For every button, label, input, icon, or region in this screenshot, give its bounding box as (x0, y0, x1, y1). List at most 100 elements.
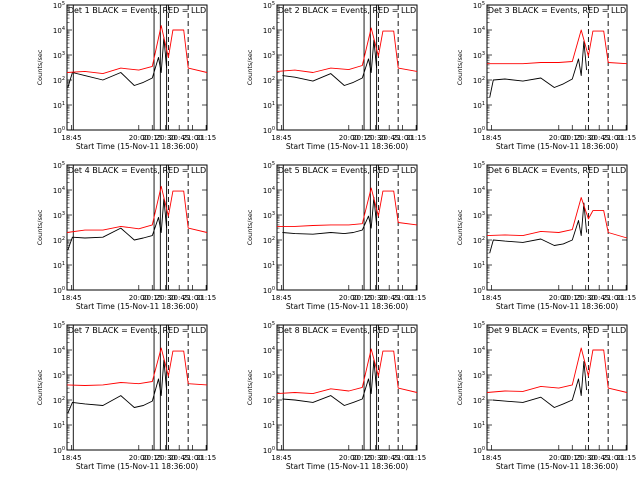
series-lld-line (487, 29, 628, 65)
y-tick-label: 100 (473, 126, 485, 135)
panel-title: Det 9 BLACK = Events, RED = LLD (488, 326, 626, 335)
x-tick-label: 21:00 (603, 294, 623, 302)
y-tick-label: 104 (473, 186, 485, 195)
x-tick-label: 21:15 (196, 454, 216, 462)
x-tick-label: 18:45 (61, 134, 81, 142)
x-tick-label: 20:00 (549, 294, 569, 302)
x-tick-label: 18:45 (481, 454, 501, 462)
x-tick-label: 20:30 (366, 294, 386, 302)
series-events-line (67, 37, 168, 88)
x-tick-label: 20:45 (379, 454, 399, 462)
y-tick-label: 105 (263, 321, 275, 330)
x-tick-label: 21:15 (406, 294, 426, 302)
x-tick-label: 20:45 (379, 294, 399, 302)
plot-frame (66, 324, 208, 451)
x-tick-label: 21:15 (406, 454, 426, 462)
y-tick-label: 101 (473, 101, 485, 110)
y-tick-label: 103 (263, 211, 275, 220)
y-tick-label: 104 (53, 26, 65, 35)
y-tick-label: 102 (263, 236, 275, 245)
y-axis-label: Counts/sec (36, 49, 44, 85)
y-axis-label: Counts/sec (36, 369, 44, 405)
x-tick-label: 20:00 (129, 454, 149, 462)
x-tick-label: 20:30 (366, 454, 386, 462)
y-tick-label: 103 (473, 211, 485, 220)
y-tick-label: 103 (263, 371, 275, 380)
y-tick-label: 101 (473, 421, 485, 430)
x-tick-label: 21:15 (616, 134, 636, 142)
x-axis-label: Start Time (15-Nov-11 18:36:00) (76, 462, 198, 471)
y-tick-label: 102 (53, 76, 65, 85)
y-tick-label: 100 (53, 286, 65, 295)
y-tick-label: 101 (53, 421, 65, 430)
y-tick-label: 102 (473, 236, 485, 245)
y-tick-label: 101 (53, 261, 65, 270)
y-tick-label: 102 (263, 76, 275, 85)
detector-panel-1: 100 101 102 103 104 105 18:45 20:0020:1520:3020… (36, 1, 216, 151)
x-tick-label: 20:30 (576, 454, 596, 462)
x-tick-label: 20:45 (379, 134, 399, 142)
y-axis-label: Counts/sec (456, 49, 464, 85)
y-tick-label: 102 (473, 396, 485, 405)
x-tick-label: 20:15 (352, 134, 372, 142)
x-tick-label: 20:45 (589, 134, 609, 142)
y-tick-label: 100 (53, 446, 65, 455)
y-axis-label: Counts/sec (36, 209, 44, 245)
series-lld-line (276, 27, 418, 73)
y-tick-label: 102 (263, 396, 275, 405)
x-tick-label: 21:15 (196, 294, 216, 302)
y-axis-label: Counts/sec (456, 369, 464, 405)
plot-frame (66, 4, 208, 131)
panel-title: Det 5 BLACK = Events, RED = LLD (278, 166, 416, 175)
detector-panel-2: 100 101 102 103 104 105 18:45 20:0020:1520:3020… (246, 1, 426, 151)
plot-frame (66, 164, 208, 291)
series-lld-line (66, 25, 208, 75)
x-axis-label: Start Time (15-Nov-11 18:36:00) (76, 302, 198, 311)
x-tick-label: 18:45 (271, 294, 291, 302)
x-tick-label: 20:00 (549, 134, 569, 142)
x-tick-label: 18:45 (271, 454, 291, 462)
x-tick-label: 20:15 (562, 134, 582, 142)
detector-panel-7: 100 101 102 103 104 105 18:45 20:0020:1520:3020… (36, 321, 216, 471)
series-events-line (67, 198, 168, 251)
y-tick-label: 101 (263, 421, 275, 430)
y-tick-label: 101 (473, 261, 485, 270)
plot-frame (486, 164, 628, 291)
y-tick-label: 105 (53, 161, 65, 170)
y-tick-label: 101 (53, 101, 65, 110)
y-tick-label: 105 (53, 1, 65, 10)
x-tick-label: 20:15 (352, 294, 372, 302)
y-tick-label: 104 (263, 186, 275, 195)
y-tick-label: 105 (473, 161, 485, 170)
y-tick-label: 103 (53, 371, 65, 380)
x-tick-label: 21:00 (183, 454, 203, 462)
y-axis-label: Counts/sec (456, 209, 464, 245)
y-tick-label: 103 (473, 371, 485, 380)
detector-panel-6: 100 101 102 103 104 105 18:45 20:0020:1520:3020… (456, 161, 636, 311)
y-tick-label: 103 (263, 51, 275, 60)
x-tick-label: 20:45 (169, 294, 189, 302)
x-tick-label: 18:45 (271, 134, 291, 142)
y-tick-label: 102 (53, 236, 65, 245)
x-axis-label: Start Time (15-Nov-11 18:36:00) (286, 302, 408, 311)
y-tick-label: 104 (53, 186, 65, 195)
y-tick-label: 100 (473, 286, 485, 295)
y-tick-label: 100 (53, 126, 65, 135)
plot-frame (486, 324, 628, 451)
x-tick-label: 21:15 (616, 294, 636, 302)
x-axis-label: Start Time (15-Nov-11 18:36:00) (286, 142, 408, 151)
x-axis-label: Start Time (15-Nov-11 18:36:00) (76, 142, 198, 151)
series-lld-line (66, 185, 208, 233)
y-tick-label: 105 (473, 321, 485, 330)
x-tick-label: 20:30 (576, 134, 596, 142)
x-tick-label: 21:00 (603, 134, 623, 142)
series-events-line (67, 359, 168, 414)
plot-frame (276, 4, 418, 131)
plot-frame (486, 4, 628, 131)
x-axis-label: Start Time (15-Nov-11 18:36:00) (286, 462, 408, 471)
panel-title: Det 1 BLACK = Events, RED = LLD (68, 6, 206, 15)
y-axis-label: Counts/sec (246, 49, 254, 85)
y-tick-label: 101 (263, 261, 275, 270)
series-events-line (489, 202, 588, 254)
